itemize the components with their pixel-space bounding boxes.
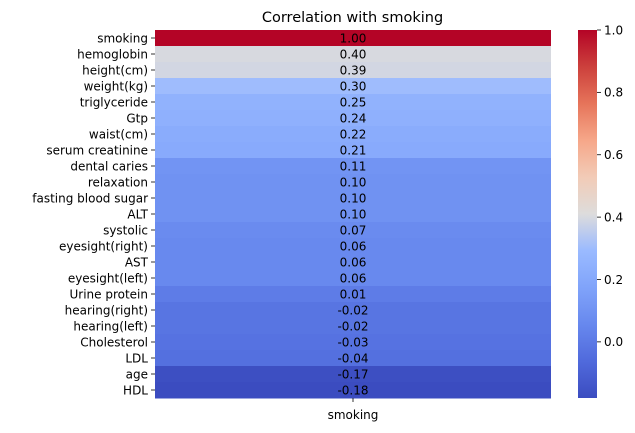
colorbar-tick-label: 1.0 — [604, 23, 623, 37]
colorbar-tick-label: 0.0 — [604, 335, 623, 349]
heatmap-cell — [155, 110, 551, 127]
colorbar-tick-label: 0.4 — [604, 210, 623, 224]
cell-value-label: 1.00 — [340, 31, 367, 45]
heatmap-cell — [155, 206, 551, 223]
heatmap-cell — [155, 318, 551, 335]
colorbar-tick-label: 0.2 — [604, 273, 623, 287]
heatmap-cell — [155, 238, 551, 255]
cell-value-label: 0.22 — [340, 127, 367, 141]
heatmap-cell — [155, 222, 551, 239]
heatmap-cell — [155, 174, 551, 191]
cell-value-label: 0.06 — [340, 255, 367, 269]
heatmap-cell — [155, 286, 551, 303]
heatmap-cell — [155, 254, 551, 271]
cell-value-label: -0.17 — [337, 367, 368, 381]
cell-value-label: 0.30 — [340, 79, 367, 93]
cell-value-label: 0.06 — [340, 239, 367, 253]
heatmap-cell — [155, 270, 551, 287]
row-label: hemoglobin — [77, 47, 148, 61]
colorbar-tick-label: 0.6 — [604, 148, 623, 162]
row-label: systolic — [103, 223, 148, 237]
row-label: Cholesterol — [80, 335, 148, 349]
row-label: dental caries — [70, 159, 148, 173]
row-labels: smoking hemoglobin height(cm) weight(kg) tri… — [32, 31, 155, 397]
row-label: waist(cm) — [89, 127, 148, 141]
row-label: AST — [125, 255, 149, 269]
row-label: LDL — [125, 351, 148, 365]
cell-value-label: 0.40 — [340, 47, 367, 61]
cell-value-label: 0.24 — [340, 111, 367, 125]
heatmap-cell — [155, 158, 551, 175]
cell-value-label: -0.04 — [337, 351, 368, 365]
heatmap-cell — [155, 30, 551, 47]
heatmap-cell — [155, 350, 551, 367]
heatmap-cell — [155, 94, 551, 111]
heatmap-cell — [155, 62, 551, 79]
cell-value-label: -0.18 — [337, 383, 368, 397]
heatmap-cell — [155, 382, 551, 399]
cell-value-label: 0.21 — [340, 143, 367, 157]
cell-value-label: 0.39 — [340, 63, 367, 77]
column-labels: smoking — [328, 398, 379, 422]
heatmap-cell — [155, 126, 551, 143]
cell-value-label: 0.10 — [340, 175, 367, 189]
row-label: ALT — [127, 207, 148, 221]
row-label: hearing(left) — [73, 319, 148, 333]
cell-value-label: 0.06 — [340, 271, 367, 285]
row-label: eyesight(left) — [68, 271, 148, 285]
cell-value-label: -0.02 — [337, 319, 368, 333]
cell-value-label: 0.10 — [340, 207, 367, 221]
row-label: triglyceride — [80, 95, 148, 109]
row-label: hearing(right) — [65, 303, 148, 317]
row-label: height(cm) — [82, 63, 148, 77]
colorbar-tick-label: 0.8 — [604, 86, 623, 100]
row-label: Gtp — [126, 111, 148, 125]
column-label: smoking — [328, 408, 379, 422]
cell-value-label: -0.03 — [337, 335, 368, 349]
heatmap-cell — [155, 302, 551, 319]
heatmap-cells: 1.00 0.40 0.39 0.30 0.25 0.24 0.22 0.21 0.11 0.10… — [155, 30, 551, 399]
heatmap-cell — [155, 334, 551, 351]
colorbar: 0.0 0.2 0.4 0.6 0.8 1.0 — [578, 23, 623, 398]
row-label: eyesight(right) — [59, 239, 148, 253]
cell-value-label: 0.25 — [340, 95, 367, 109]
row-label: smoking — [97, 31, 148, 45]
row-label: fasting blood sugar — [32, 191, 148, 205]
row-label: serum creatinine — [46, 143, 148, 157]
cell-value-label: 0.11 — [340, 159, 367, 173]
chart-title: Correlation with smoking — [262, 10, 443, 26]
heatmap-cell — [155, 366, 551, 383]
cell-value-label: -0.02 — [337, 303, 368, 317]
heatmap-cell — [155, 46, 551, 63]
row-label: weight(kg) — [84, 79, 148, 93]
heatmap-cell — [155, 78, 551, 95]
cell-value-label: 0.10 — [340, 191, 367, 205]
row-label: HDL — [123, 383, 148, 397]
heatmap-cell — [155, 190, 551, 207]
colorbar-gradient — [578, 30, 597, 398]
row-label: age — [126, 367, 148, 381]
cell-value-label: 0.01 — [340, 287, 367, 301]
heatmap-cell — [155, 142, 551, 159]
row-label: Urine protein — [69, 287, 148, 301]
cell-value-label: 0.07 — [340, 223, 367, 237]
row-label: relaxation — [88, 175, 148, 189]
